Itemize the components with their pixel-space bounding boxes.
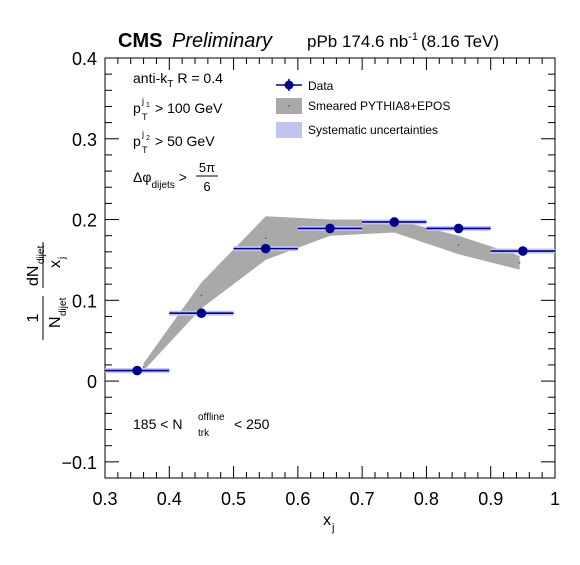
y-tick-label: 0 (87, 372, 97, 392)
y-title-dN: dN (25, 266, 42, 286)
multiplicity-label: 185 < N (133, 416, 182, 432)
data-point (389, 217, 400, 227)
x-axis-title-sub: j (331, 522, 334, 534)
y-tick-label: 0.1 (72, 291, 97, 311)
y-title-N-sub: dijet (58, 297, 69, 316)
pt2-supsub: 2 (146, 135, 150, 142)
x-tick-label: 0.9 (478, 489, 503, 509)
preliminary-label: Preliminary (172, 30, 273, 52)
pt1-sup: j (141, 96, 144, 106)
data-point (518, 246, 528, 256)
legend-data-marker (284, 80, 294, 90)
pt2-cut: > 50 GeV (155, 133, 215, 149)
data-points (105, 217, 555, 376)
y-title-xj: x (47, 260, 64, 268)
pt1-label: p (133, 100, 141, 116)
y-tick-label: 0.2 (72, 211, 97, 231)
mc-band-area (143, 216, 520, 371)
luminosity-label: pPb 174.6 nb-1 (8.16 TeV) (307, 31, 499, 51)
mc-band (142, 216, 521, 371)
legend-mc-dot (288, 105, 290, 107)
mc-point (142, 366, 145, 368)
data-point (132, 365, 142, 376)
algo-label: anti-kT R = 0.4 (133, 70, 223, 90)
y-tick-label: 0.4 (72, 49, 97, 69)
mc-point (264, 237, 267, 239)
x-tick-label: 0.7 (350, 489, 375, 509)
pt1-supsub: 1 (146, 102, 150, 109)
mc-point (457, 244, 460, 246)
multiplicity-sub: trk (198, 428, 210, 439)
multiplicity-cut: < 250 (234, 416, 270, 432)
tick-labels: 0.3 0.4 0.5 0.6 0.7 0.8 0.9 1 −0.1 0 0.1 0.2 0.3 0.4 (61, 49, 560, 509)
pt2-sup: j (141, 129, 144, 139)
y-title-one: 1 (25, 313, 42, 322)
data-point (196, 308, 207, 319)
x-tick-label: 1 (550, 489, 560, 509)
y-tick-label: 0.3 (72, 130, 97, 150)
x-tick-label: 0.3 (92, 489, 117, 509)
dphi-label: Δφdijets> (133, 169, 187, 191)
pt1-cut: > 100 GeV (155, 100, 223, 116)
mc-point (518, 261, 521, 264)
x-tick-label: 0.6 (285, 489, 310, 509)
dphi-numerator: 5π (199, 160, 215, 175)
x-axis-title-main: x (323, 512, 331, 529)
legend-mc-label: Smeared PYTHIA8+EPOS (308, 99, 450, 113)
plot-frame (104, 57, 556, 479)
pt2-sub: T (142, 145, 148, 155)
multiplicity-sup: offline (198, 412, 225, 423)
x-axis-title: x j (323, 512, 334, 534)
y-tick-label: −0.1 (61, 453, 97, 473)
legend-syst-swatch (276, 122, 302, 138)
mc-point (200, 294, 203, 297)
legend: Data Smeared PYTHIA8+EPOS Systematic unc… (276, 79, 450, 138)
pt2-label: p (133, 133, 141, 149)
dphi-denominator: 6 (203, 179, 210, 194)
x-tick-label: 0.8 (414, 489, 439, 509)
y-title-xj-sub: j (57, 257, 68, 260)
x-tick-label: 0.4 (157, 489, 182, 509)
y-title-dN-sub: dijet (36, 245, 47, 264)
pt1-sub: T (142, 112, 148, 122)
legend-data-label: Data (308, 79, 334, 93)
data-point (260, 243, 271, 254)
axis-ticks (104, 57, 556, 479)
y-axis-title: 1 N dijet dN dijet x j (25, 242, 69, 340)
cms-label: CMS (118, 30, 162, 52)
data-point (453, 223, 464, 234)
data-point (325, 223, 335, 234)
y-title-N: N (47, 316, 64, 328)
x-tick-label: 0.5 (221, 489, 246, 509)
selection-annotations: anti-kT R = 0.4 p j 1 T > 100 GeV p j 2 T… (133, 70, 270, 439)
legend-syst-label: Systematic uncertainties (308, 123, 438, 137)
